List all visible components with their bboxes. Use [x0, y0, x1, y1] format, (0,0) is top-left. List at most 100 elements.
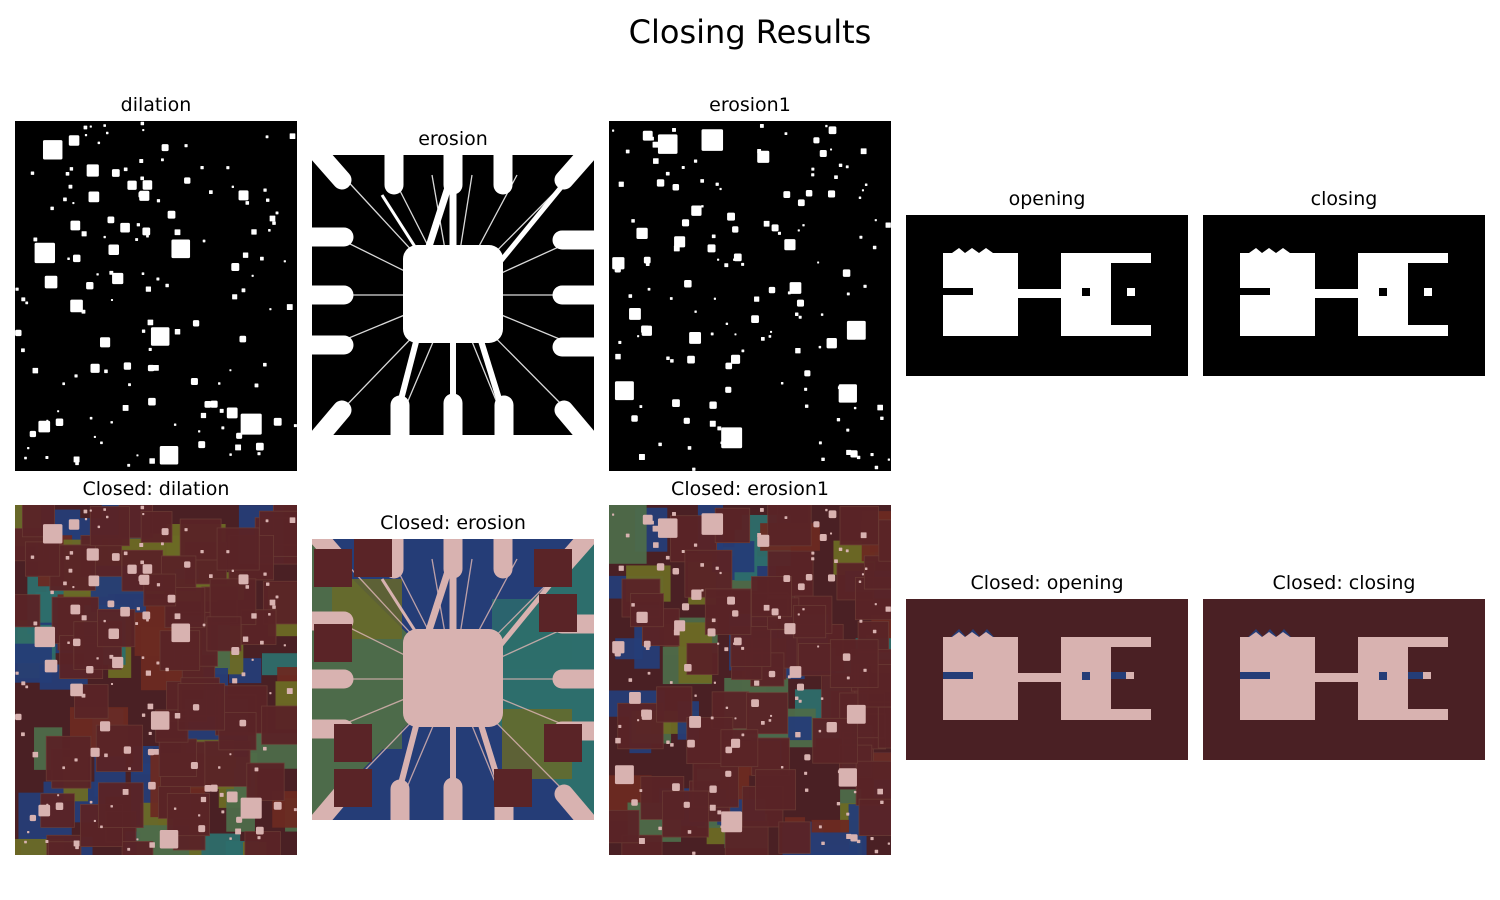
speck	[725, 386, 732, 393]
speck	[112, 272, 124, 285]
speck	[885, 606, 891, 612]
speck	[70, 683, 83, 697]
speck	[838, 768, 857, 787]
speck	[820, 313, 824, 316]
speck	[204, 400, 212, 408]
image-closed-erosion1	[609, 505, 891, 855]
speck	[63, 197, 67, 202]
speck	[860, 532, 867, 539]
panel-closed-opening: Closed: opening	[906, 572, 1188, 760]
speck	[804, 754, 811, 761]
speck	[30, 171, 35, 175]
speck	[638, 454, 645, 460]
speck	[226, 166, 230, 170]
speck	[795, 696, 799, 700]
speck	[123, 551, 128, 556]
speck	[150, 711, 170, 730]
speck	[701, 205, 704, 208]
dilated-square	[177, 683, 226, 731]
panel-erosion1: erosion1	[609, 94, 891, 471]
speck	[614, 650, 621, 657]
speck	[273, 801, 282, 810]
speck	[687, 446, 692, 450]
speck	[874, 219, 877, 222]
speck	[797, 583, 805, 591]
panel-erosion: erosion	[312, 128, 594, 435]
speck	[72, 638, 81, 647]
dilated-square	[140, 511, 173, 543]
speck	[32, 367, 39, 374]
speck	[109, 654, 114, 659]
speck	[643, 640, 651, 648]
speck	[711, 234, 716, 239]
speck	[33, 237, 38, 242]
speck	[265, 198, 270, 202]
speck	[165, 667, 169, 672]
speck	[797, 229, 800, 232]
speck	[286, 688, 293, 695]
speck	[156, 199, 161, 203]
dilated-square	[244, 831, 281, 855]
speck	[29, 430, 37, 438]
speck	[67, 641, 70, 645]
speck	[110, 298, 114, 302]
speck	[874, 849, 879, 854]
dilated-square	[262, 580, 297, 625]
speck	[681, 549, 685, 554]
speck	[885, 222, 891, 228]
speck	[813, 521, 820, 528]
speck	[769, 330, 773, 333]
speck	[647, 287, 651, 291]
speck	[853, 406, 857, 410]
speck	[34, 242, 56, 264]
speck	[618, 565, 624, 571]
speck	[127, 180, 137, 190]
connector-bar	[1313, 289, 1359, 298]
speck	[858, 196, 862, 199]
speck	[757, 150, 770, 163]
speck	[768, 719, 772, 722]
speck	[825, 508, 828, 512]
speck	[184, 561, 191, 568]
speck	[653, 542, 659, 548]
speck	[275, 211, 279, 215]
speck	[140, 176, 144, 181]
speck	[721, 811, 743, 833]
dilated-square	[746, 692, 789, 735]
speck	[710, 716, 714, 720]
speck	[86, 281, 94, 290]
connector-bar	[1016, 673, 1062, 682]
speck	[55, 802, 64, 811]
dilated-square	[314, 549, 352, 587]
speck	[90, 363, 100, 373]
dilated-square	[751, 576, 792, 618]
dilated-square	[89, 506, 130, 547]
speck	[272, 221, 276, 225]
speck	[29, 814, 37, 822]
speck	[232, 678, 238, 684]
speck	[25, 685, 29, 689]
speck	[146, 618, 149, 622]
speck	[286, 304, 293, 311]
speck	[846, 676, 850, 680]
speck	[614, 765, 634, 785]
speck	[110, 421, 113, 424]
speck	[255, 442, 264, 451]
dilated-square	[656, 686, 693, 723]
speck	[612, 257, 625, 270]
speck	[759, 508, 764, 512]
speck	[819, 150, 827, 158]
dilated-square	[354, 539, 392, 577]
speck	[70, 299, 83, 313]
speck	[38, 420, 51, 433]
chip-body	[403, 245, 503, 343]
speck	[198, 825, 206, 833]
speck	[759, 124, 764, 128]
speck	[69, 167, 74, 171]
speck	[769, 714, 773, 717]
speck	[642, 130, 653, 141]
speck	[887, 458, 890, 461]
speck	[672, 568, 680, 575]
speck	[25, 301, 29, 305]
speck	[210, 400, 218, 408]
